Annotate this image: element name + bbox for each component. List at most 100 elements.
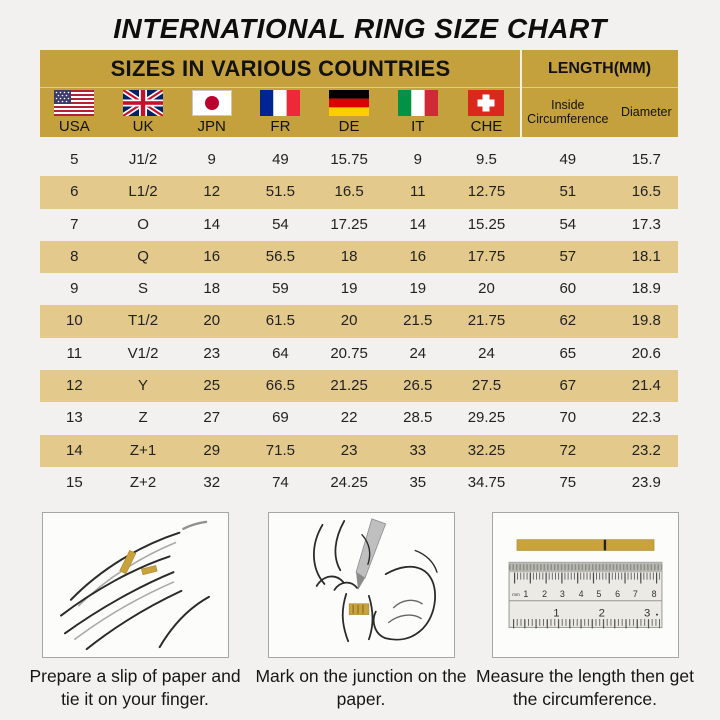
paper-strip [516,539,654,551]
uk-flag-icon [123,90,164,116]
column-label-usa: USA [58,118,90,135]
cell-che-size: 21.75 [467,312,506,330]
table-row: 6 L1/2 12 51.5 16.5 11 12.75 51 16.5 [40,176,678,209]
column-header-che: CHE [452,90,521,134]
cell-fr-size: 51.5 [265,183,295,201]
cell-inside-circumference: 67 [559,377,577,395]
usa-flag-icon [54,90,95,116]
cell-uk-size: Z [138,409,148,427]
cell-diameter: 18.1 [631,247,661,265]
column-label-it: IT [411,118,425,135]
column-header-usa: USA [40,90,109,134]
table-row: 12 Y 25 66.5 21.25 26.5 27.5 67 21.4 [40,370,678,403]
table-row: 13 Z 27 69 22 28.5 29.25 70 22.3 [40,402,678,434]
cell-che-size: 12.75 [467,183,506,201]
cell-usa-size: 11 [66,344,83,362]
instruction-caption-3: Measure the length then get the circumfe… [476,666,694,710]
cell-de-size: 16.5 [334,183,364,201]
cell-fr-size: 56.5 [265,247,295,265]
ruler-unit-label: mm [512,592,520,597]
cell-jpn-size: 18 [203,280,221,298]
cell-usa-size: 7 [70,215,79,233]
table-row: 9 S 18 59 19 19 20 60 18.9 [40,273,678,305]
instruction-panel-3: mm 1 2 3 4 5 6 7 8 1 2 3 [491,512,679,658]
header-horizontal-divider [40,87,678,88]
ruler-cm-1: 1 [523,589,528,599]
cell-che-size: 24 [478,344,495,362]
ring-size-chart-table: SIZES IN VARIOUS COUNTRIES LENGTH(MM) [40,50,678,499]
cell-uk-size: Y [138,377,149,395]
table-header-row-titles: SIZES IN VARIOUS COUNTRIES LENGTH(MM) [40,50,678,87]
cell-it-size: 19 [409,280,427,298]
table-body: 5 J1/2 9 49 15.75 9 9.5 49 15.7 6 L1/2 1… [40,144,678,499]
cell-jpn-size: 32 [203,473,221,491]
cell-usa-size: 13 [66,409,83,427]
cell-de-size: 24.25 [330,473,368,491]
cell-uk-size: L1/2 [128,183,158,201]
cell-diameter: 15.7 [631,151,661,168]
cell-che-size: 34.75 [467,473,506,491]
cell-che-size: 17.75 [467,247,506,265]
cell-diameter: 23.9 [631,473,661,491]
column-header-jpn: JPN [177,90,246,134]
column-label-de: DE [338,118,360,135]
cell-fr-size: 49 [272,151,289,168]
cell-fr-size: 59 [272,280,289,298]
ruler-inch-1: 1 [553,608,559,620]
table-row: 15 Z+2 32 74 24.25 35 34.75 75 23.9 [40,467,678,499]
cell-inside-circumference: 57 [559,247,577,265]
cell-usa-size: 8 [70,247,79,265]
sizes-section-header: SIZES IN VARIOUS COUNTRIES [110,55,451,81]
cell-jpn-size: 20 [203,312,221,330]
cell-diameter: 19.8 [631,312,661,330]
ruler-cm-8: 8 [651,589,656,599]
cell-diameter: 22.3 [631,409,661,427]
cell-de-size: 21.25 [330,377,368,395]
cell-che-size: 20 [478,280,495,298]
table-row: 8 Q 16 56.5 18 16 17.75 57 18.1 [40,240,678,274]
cell-uk-size: O [137,215,149,233]
cell-inside-circumference: 54 [559,215,577,233]
cell-diameter: 21.4 [631,377,661,395]
cell-jpn-size: 25 [203,377,221,395]
column-header-it: IT [383,90,452,134]
cell-uk-size: V1/2 [127,344,159,362]
instruction-panel-1 [41,512,229,658]
cell-jpn-size: 9 [207,151,216,168]
cell-de-size: 23 [340,441,358,459]
cell-inside-circumference: 72 [559,441,577,459]
cell-diameter: 17.3 [631,215,661,233]
cell-jpn-size: 29 [203,441,221,459]
table-header-row-flags: USA UK JPN [40,87,678,137]
cell-it-size: 14 [409,215,427,233]
column-header-fr: FR [246,90,315,134]
column-header-diameter: Diameter [620,104,672,119]
instruction-step-3: mm 1 2 3 4 5 6 7 8 1 2 3 Measure the le [472,512,698,711]
table-row: 14 Z+1 29 71.5 23 33 32.25 72 23.2 [40,434,678,467]
cell-it-size: 9 [413,151,422,168]
ruler-cm-5: 5 [596,589,601,599]
cell-it-size: 33 [409,441,427,459]
ruler-inch-2: 2 [598,608,604,620]
cell-fr-size: 66.5 [265,377,295,395]
table-row: 5 J1/2 9 49 15.75 9 9.5 49 15.7 [40,144,678,176]
cell-uk-size: Q [137,247,149,265]
ruler-cm-3: 3 [559,589,564,599]
ruler-cm-7: 7 [632,589,637,599]
cell-it-size: 21.5 [403,312,433,330]
column-header-inside-circumference: Inside Circumference [527,97,609,126]
cell-de-size: 17.25 [330,215,368,233]
cell-jpn-size: 14 [203,215,221,233]
switzerland-flag-icon [468,90,505,116]
cell-che-size: 29.25 [467,409,506,427]
cell-inside-circumference: 49 [559,151,577,168]
cell-de-size: 22 [340,409,358,427]
cell-it-size: 35 [409,473,427,491]
cell-uk-size: T1/2 [128,312,159,330]
cell-uk-size: J1/2 [128,151,158,168]
column-label-uk: UK [132,118,154,135]
cell-jpn-size: 16 [203,247,221,265]
cell-che-size: 9.5 [476,151,497,168]
cell-de-size: 19 [340,280,358,298]
cell-diameter: 18.9 [631,280,661,298]
